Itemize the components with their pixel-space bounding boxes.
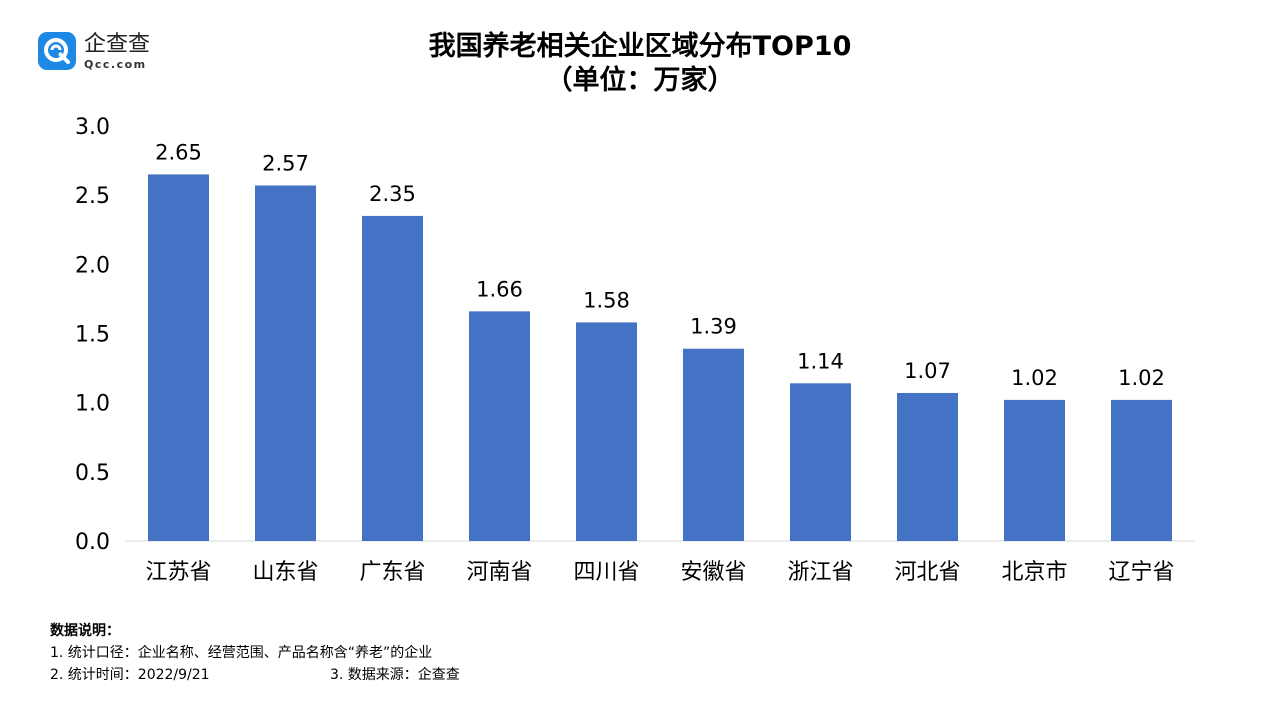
y-tick-label: 2.0 [75,253,110,278]
notes-time: 2. 统计时间：2022/9/21 [50,667,210,683]
data-label: 2.65 [155,140,202,164]
data-label: 1.39 [690,315,737,339]
data-notes: 数据说明： 1. 统计口径：企业名称、经营范围、产品名称含“养老”的企业 2. … [50,620,460,686]
bar [683,348,744,541]
bar [255,185,316,541]
qcc-logo: 企查查 Qcc.com [38,32,168,76]
y-tick-label: 1.0 [75,392,110,417]
notes-time-row: 2. 统计时间：2022/9/21 3. 数据来源：企查查 [50,664,460,686]
data-label: 1.07 [904,359,951,383]
x-tick-label: 辽宁省 [1108,560,1174,585]
data-label: 1.02 [1011,366,1058,390]
x-tick-label: 江苏省 [145,560,211,585]
data-label: 2.35 [369,182,416,206]
x-tick-label: 安徽省 [680,560,746,585]
chart-subtitle: （单位：万家） [545,65,735,96]
data-label: 1.58 [583,288,630,312]
bar [148,174,209,541]
bar [897,392,958,541]
bar [1111,399,1172,541]
bar [790,383,851,541]
data-label: 1.02 [1118,366,1165,390]
brand-name: 企查查 [84,32,151,57]
y-tick-label: 1.5 [75,323,110,348]
notes-heading: 数据说明： [50,623,120,639]
y-tick-label: 3.0 [75,115,110,140]
chart-title: 我国养老相关企业区域分布TOP10 [428,31,852,62]
bar [576,322,637,541]
x-tick-label: 浙江省 [787,560,853,585]
bar [362,215,423,541]
x-tick-label: 河北省 [894,560,960,585]
x-tick-label: 山东省 [252,560,318,585]
brand-domain: Qcc.com [84,58,147,71]
data-label: 2.57 [262,151,309,175]
x-tick-label: 广东省 [359,560,425,585]
x-tick-label: 四川省 [573,560,639,585]
data-label: 1.66 [476,277,523,301]
y-tick-label: 0.5 [75,461,110,486]
y-tick-label: 0.0 [75,530,110,555]
bar [1004,399,1065,541]
x-tick-label: 河南省 [466,560,532,585]
notes-scope: 1. 统计口径：企业名称、经营范围、产品名称含“养老”的企业 [50,645,433,661]
y-tick-label: 2.5 [75,184,110,209]
qcc-logo-icon [38,32,76,70]
data-label: 1.14 [797,349,844,373]
bar [469,311,530,541]
notes-source: 3. 数据来源：企查查 [330,667,460,683]
x-tick-label: 北京市 [1001,560,1067,585]
